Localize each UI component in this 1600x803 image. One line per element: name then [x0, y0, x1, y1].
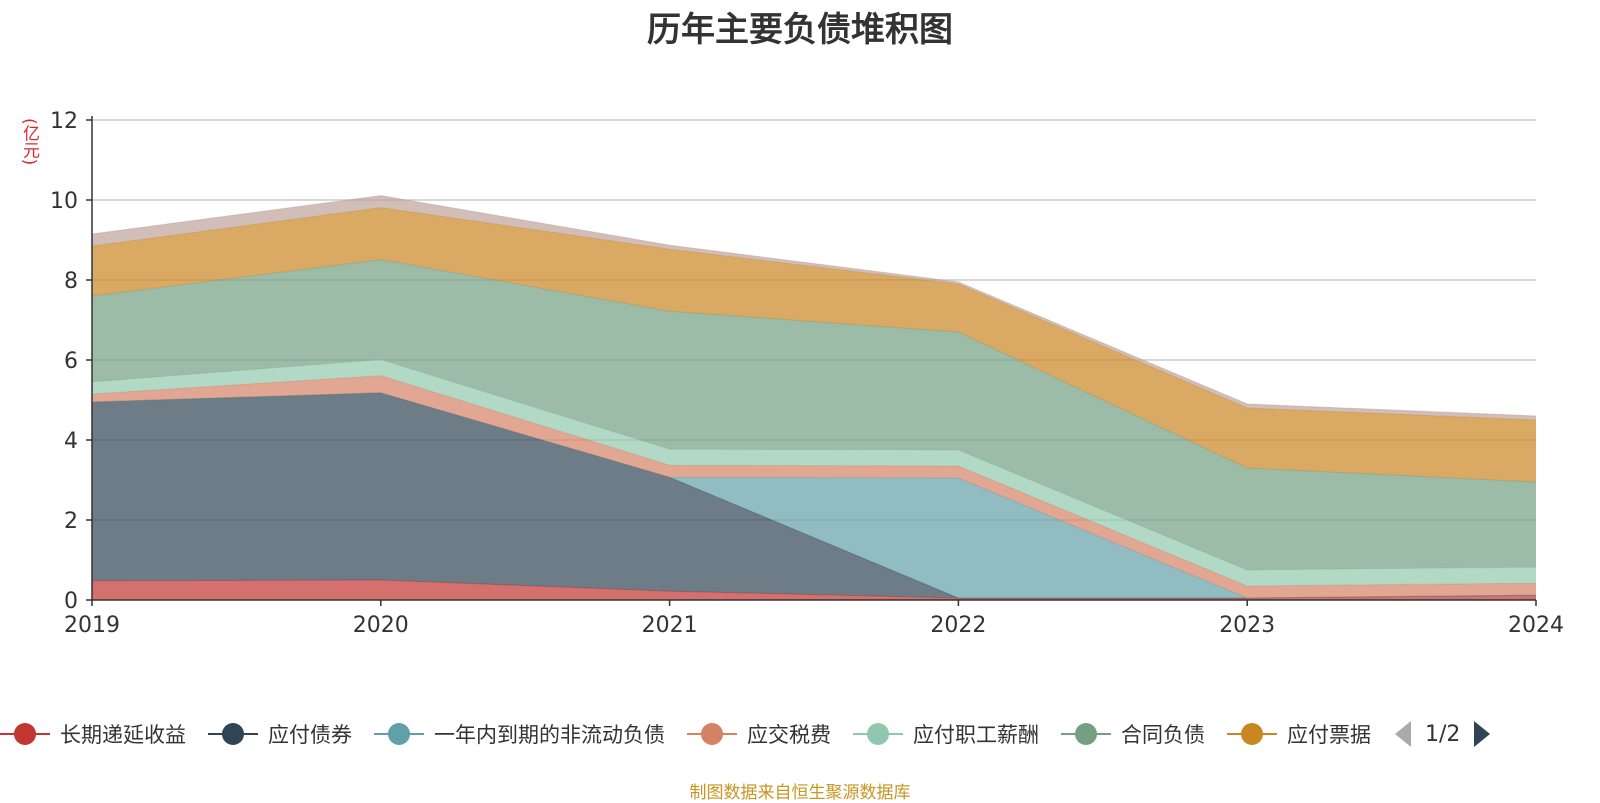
- legend-label: 应付职工薪酬: [913, 723, 1039, 747]
- y-axis-unit-label: (亿元): [19, 118, 39, 166]
- y-tick-label: 4: [64, 429, 78, 454]
- y-tick-label: 8: [64, 269, 78, 294]
- legend-item[interactable]: 合同负债: [1061, 719, 1205, 749]
- legend-label: 长期递延收益: [60, 723, 186, 747]
- legend-item[interactable]: 应交税费: [687, 719, 831, 749]
- legend-label: 应交税费: [747, 723, 831, 747]
- area-series-1: [92, 392, 1536, 598]
- x-tick-label: 2022: [930, 613, 986, 638]
- legend-item[interactable]: 一年内到期的非流动负债: [374, 719, 665, 749]
- legend-item[interactable]: 应付债券: [208, 719, 352, 749]
- x-tick-label: 2023: [1219, 613, 1275, 638]
- y-tick-label: 0: [64, 589, 78, 614]
- legend-marker-icon: [1227, 723, 1277, 745]
- area-series-7: [92, 195, 1536, 420]
- y-tick-label: 6: [64, 349, 78, 374]
- legend-item[interactable]: 应付票据: [1227, 719, 1371, 749]
- legend-label: 一年内到期的非流动负债: [434, 723, 665, 747]
- area-series-6: [92, 207, 1536, 482]
- y-tick-label: 12: [50, 109, 78, 134]
- legend-marker-icon: [1061, 723, 1111, 745]
- legend-label: 应付债券: [268, 723, 352, 747]
- legend-label: 合同负债: [1121, 723, 1205, 747]
- area-series-0: [92, 580, 1536, 600]
- area-series: [91, 195, 1537, 600]
- axes: 0 2 4 6 8 10 12 2019 2020 2021 2022 2023 2024: [50, 109, 1564, 638]
- legend-marker-icon: [374, 723, 424, 745]
- x-tick-label: 2019: [64, 613, 120, 638]
- chart-title: 历年主要负债堆积图: [647, 10, 953, 50]
- area-series-2: [92, 392, 1536, 598]
- legend-label: 应付票据: [1287, 723, 1371, 747]
- y-tick-label: 10: [50, 189, 78, 214]
- area-series-4: [92, 359, 1536, 586]
- data-source-note: 制图数据来自恒生聚源数据库: [689, 783, 911, 803]
- x-tick-label: 2021: [642, 613, 698, 638]
- legend-marker-icon: [687, 723, 737, 745]
- legend-marker-icon: [208, 723, 258, 745]
- legend-pager: 1/2: [1393, 719, 1492, 749]
- page-indicator: 1/2: [1425, 721, 1461, 747]
- legend-item[interactable]: 长期递延收益: [0, 719, 186, 749]
- legend-item[interactable]: 应付职工薪酬: [853, 719, 1039, 749]
- prev-page-icon[interactable]: [1393, 719, 1415, 749]
- legend-marker-icon: [853, 723, 903, 745]
- area-series-edge-7: [91, 195, 1537, 417]
- x-tick-label: 2024: [1508, 613, 1564, 638]
- area-series-5: [92, 259, 1536, 570]
- legend-marker-icon: [0, 723, 50, 745]
- next-page-icon[interactable]: [1470, 719, 1492, 749]
- y-tick-label: 2: [64, 509, 78, 534]
- legend: 长期递延收益 应付债券 一年内到期的非流动负债 应交税费 应付职工薪酬 合同负债 应付票据 1…: [0, 716, 1492, 752]
- x-tick-label: 2020: [353, 613, 409, 638]
